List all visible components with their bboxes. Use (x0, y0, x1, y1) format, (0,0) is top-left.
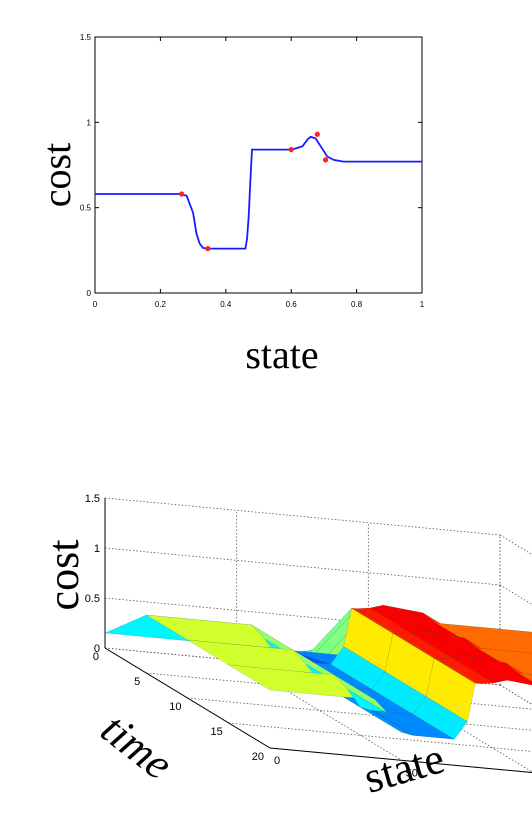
data-point (179, 191, 185, 197)
series-line (95, 135, 422, 250)
surface-patch (518, 672, 532, 682)
y-tick-label: 0 (87, 289, 92, 298)
marker-group (179, 131, 329, 252)
surface-patch (465, 655, 532, 686)
x-tick-label: 1 (420, 300, 425, 309)
y-tick-label: 0.5 (80, 204, 92, 213)
surface-chart: 00.511.505101520050100150 cost time stat… (39, 493, 532, 803)
grid-line (104, 497, 501, 536)
x-axis-label: state (245, 332, 318, 377)
y-tick-label: 20 (252, 751, 264, 763)
z-axis-label: cost (39, 540, 88, 611)
data-point (314, 131, 320, 137)
tick-group: 00.511.505101520050100150 (85, 493, 418, 779)
y-tick-label: 1 (87, 118, 92, 127)
z-tick-label: 0 (94, 643, 100, 655)
x-axis-line (269, 747, 532, 774)
data-point (205, 246, 211, 252)
y-tick-label: 15 (211, 726, 223, 738)
x-tick-group: 0 0.2 0.4 0.6 0.8 1 (93, 37, 425, 309)
grid-line (499, 534, 532, 555)
surface-mesh (104, 604, 532, 740)
y-axis-label: time (92, 704, 182, 789)
z-tick-label: 1 (94, 543, 100, 555)
x-tick-label: 0.4 (220, 300, 232, 309)
x-tick-label: 50 (406, 767, 418, 779)
y-axis-line (104, 647, 271, 749)
y-tick-label: 5 (134, 676, 140, 688)
grid-line (104, 547, 501, 586)
y-tick-label: 1.5 (80, 33, 92, 42)
y-axis-label: cost (34, 143, 79, 207)
data-point (288, 147, 294, 153)
x-axis-label: state (358, 733, 449, 802)
y-tick-label: 0 (93, 651, 99, 663)
x-tick-label: 0 (93, 300, 98, 309)
x-tick-label: 0.6 (286, 300, 298, 309)
x-tick-label: 0 (274, 755, 280, 767)
z-tick-label: 1.5 (85, 493, 100, 505)
z-tick-label: 0.5 (85, 593, 100, 605)
grid-line (499, 684, 532, 705)
line-chart: 0 0.5 1 1.5 0 0.2 0.4 0.6 0.8 1 cost state (34, 33, 425, 377)
x-tick-label: 0.2 (155, 300, 167, 309)
y-tick-label: 10 (169, 701, 181, 713)
plot-area (94, 36, 423, 294)
y-tick-group: 0 0.5 1 1.5 (80, 33, 422, 298)
x-tick-label: 0.8 (351, 300, 363, 309)
data-point (322, 157, 329, 163)
grid-line (499, 584, 532, 605)
